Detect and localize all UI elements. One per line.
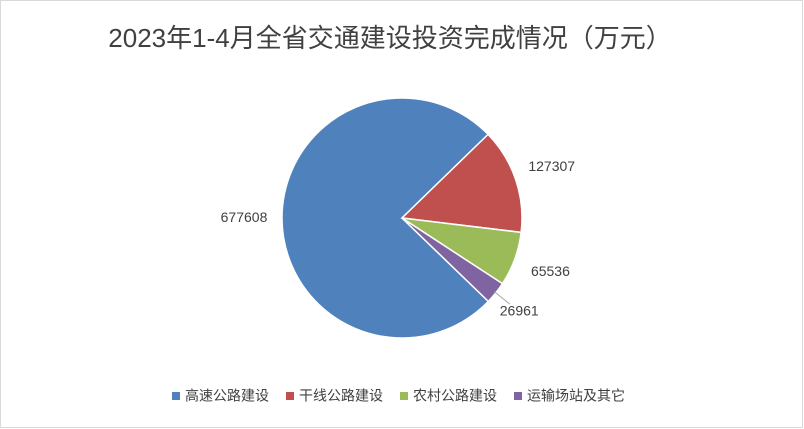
legend-label: 高速公路建设 (185, 388, 269, 404)
data-label: 26961 (500, 302, 539, 318)
legend-swatch (400, 392, 408, 400)
data-label: 65536 (531, 263, 570, 279)
legend-label: 干线公路建设 (299, 388, 383, 404)
legend-label: 农村公路建设 (413, 388, 497, 404)
data-label: 677608 (221, 209, 268, 225)
data-label: 127307 (528, 158, 575, 174)
legend-swatch (514, 392, 522, 400)
legend-swatch (172, 392, 180, 400)
legend-label: 运输场站及其它 (527, 388, 625, 404)
leader-line (493, 291, 511, 305)
chart-title: 2023年1-4月全省交通建设投资完成情况（万元） (108, 23, 671, 53)
legend-swatch (286, 392, 294, 400)
pie-slice (281, 97, 490, 339)
pie-slice (400, 133, 523, 234)
